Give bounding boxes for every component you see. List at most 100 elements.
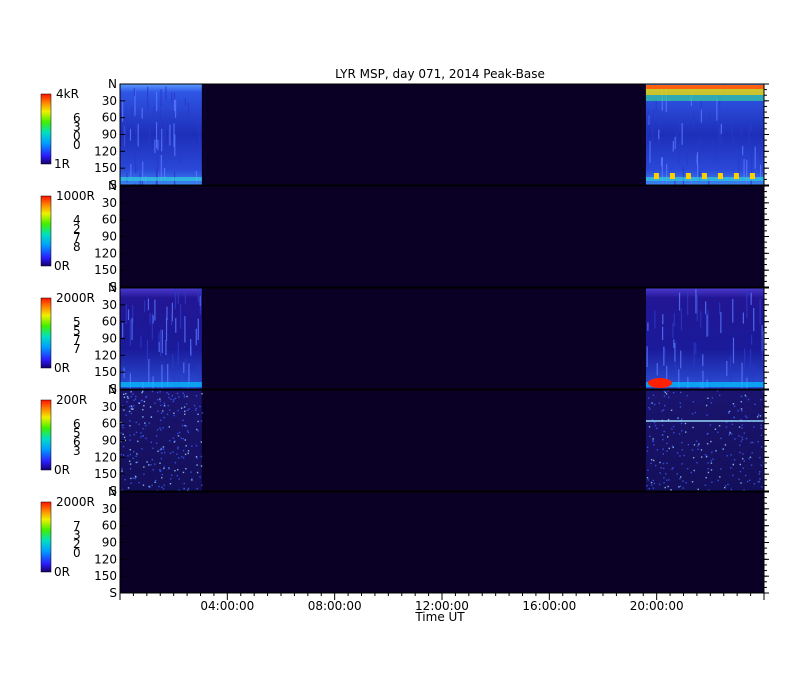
texture-mark xyxy=(195,456,198,458)
texture-mark xyxy=(184,413,186,415)
texture-mark xyxy=(733,459,736,461)
texture-mark xyxy=(191,445,193,447)
texture-mark xyxy=(662,467,665,470)
texture-mark xyxy=(696,294,698,322)
texture-mark xyxy=(122,426,124,429)
texture-mark xyxy=(130,405,133,407)
texture-mark xyxy=(759,471,761,473)
texture-mark xyxy=(743,460,745,462)
y-tick-label: 120 xyxy=(94,246,117,260)
texture-mark xyxy=(757,441,759,443)
texture-mark xyxy=(183,482,185,485)
texture-mark xyxy=(718,394,721,397)
texture-mark xyxy=(700,449,703,451)
texture-mark xyxy=(200,420,203,422)
texture-mark xyxy=(163,167,166,179)
y-tick-label: N xyxy=(108,383,117,397)
y-tick-label: N xyxy=(108,485,117,499)
texture-mark xyxy=(648,397,650,399)
texture-mark xyxy=(191,479,193,481)
texture-mark xyxy=(678,143,680,166)
texture-mark xyxy=(682,480,684,482)
texture-mark xyxy=(750,334,753,345)
texture-mark xyxy=(709,424,712,426)
texture-mark xyxy=(760,399,762,401)
texture-mark xyxy=(135,114,137,135)
texture-mark xyxy=(728,411,730,413)
texture-mark xyxy=(706,414,708,416)
texture-mark xyxy=(646,346,648,368)
texture-mark xyxy=(182,449,185,452)
texture-mark xyxy=(704,454,707,456)
south-band xyxy=(120,177,202,181)
texture-mark xyxy=(130,391,132,393)
texture-mark xyxy=(177,435,180,437)
texture-mark xyxy=(161,473,163,476)
x-tick-label: 12:00:00 xyxy=(415,599,469,613)
texture-mark xyxy=(759,456,761,459)
texture-mark xyxy=(741,362,743,390)
texture-mark xyxy=(129,319,132,346)
texture-mark xyxy=(664,391,667,394)
texture-mark xyxy=(169,483,172,485)
texture-mark xyxy=(664,348,666,358)
texture-mark xyxy=(671,468,673,470)
texture-mark xyxy=(660,157,663,167)
texture-mark xyxy=(141,448,143,450)
texture-mark xyxy=(650,402,653,405)
texture-mark xyxy=(162,427,164,429)
texture-mark xyxy=(124,478,126,481)
texture-mark xyxy=(732,298,734,323)
colorbar-digit: 7 xyxy=(73,342,81,356)
texture-mark xyxy=(154,481,156,484)
y-tick-label: 120 xyxy=(94,450,117,464)
texture-mark xyxy=(198,116,200,135)
colorbar-digit: 8 xyxy=(73,240,81,254)
texture-mark xyxy=(160,429,162,431)
colorbar-digit: 4 xyxy=(73,213,81,227)
texture-mark xyxy=(149,313,151,325)
texture-mark xyxy=(741,436,743,438)
texture-mark xyxy=(750,118,753,132)
texture-mark xyxy=(705,456,708,458)
texture-mark xyxy=(680,350,682,369)
texture-mark xyxy=(160,140,162,154)
texture-mark xyxy=(686,147,688,165)
texture-mark xyxy=(156,429,159,431)
texture-mark xyxy=(730,433,733,435)
texture-mark xyxy=(160,404,162,407)
texture-mark xyxy=(132,457,134,460)
texture-mark xyxy=(648,406,650,409)
texture-mark xyxy=(760,434,763,437)
texture-mark xyxy=(187,431,190,434)
texture-mark xyxy=(160,447,163,450)
texture-mark xyxy=(650,484,653,486)
texture-mark xyxy=(123,396,126,398)
texture-mark xyxy=(647,469,649,472)
texture-mark xyxy=(700,99,702,114)
texture-mark xyxy=(741,424,743,426)
texture-mark xyxy=(670,489,672,491)
texture-mark xyxy=(748,458,750,460)
texture-mark xyxy=(157,398,159,401)
texture-mark xyxy=(653,444,655,446)
texture-mark xyxy=(152,376,154,399)
texture-mark xyxy=(173,99,176,111)
texture-mark xyxy=(186,409,189,411)
texture-mark xyxy=(662,314,664,325)
texture-mark xyxy=(158,342,160,353)
north-band-hot xyxy=(645,85,764,89)
texture-mark xyxy=(180,437,182,440)
texture-mark xyxy=(184,453,187,456)
texture-mark xyxy=(740,125,742,138)
texture-mark xyxy=(678,119,680,131)
texture-mark xyxy=(676,473,678,475)
texture-mark xyxy=(122,445,125,448)
texture-mark xyxy=(154,139,156,154)
texture-mark xyxy=(678,369,680,389)
colorbar-digit: 3 xyxy=(73,528,81,542)
texture-mark xyxy=(665,393,668,395)
texture-mark xyxy=(658,483,661,486)
texture-mark xyxy=(155,435,158,437)
